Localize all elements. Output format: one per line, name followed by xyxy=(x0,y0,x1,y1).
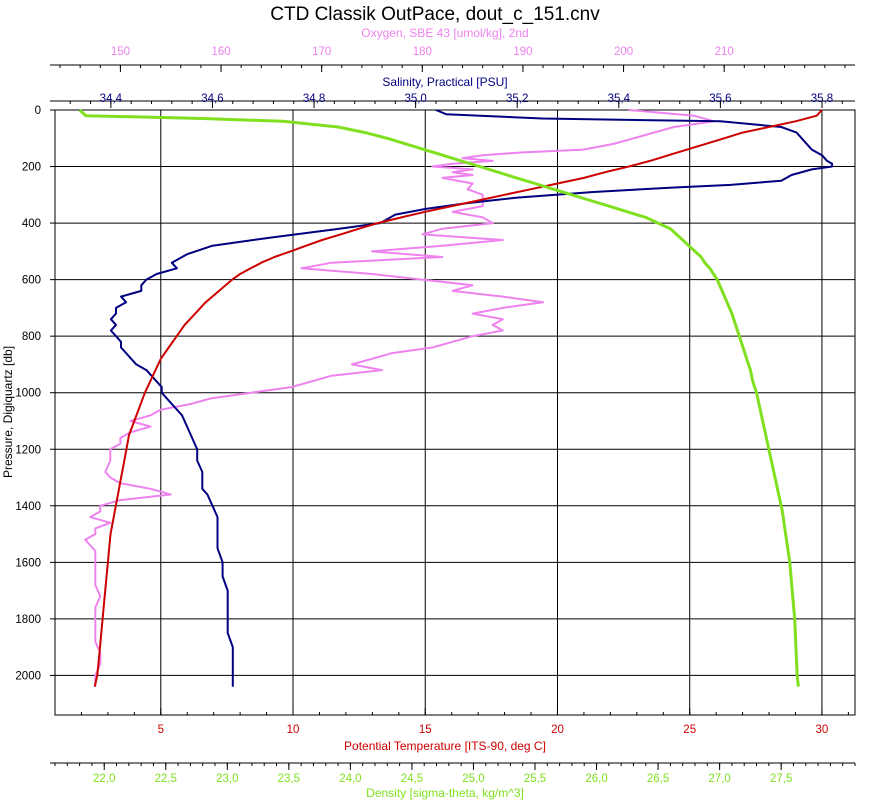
salinity-tick-label: 35,6 xyxy=(709,93,731,105)
oxygen-tick-label: 160 xyxy=(211,46,230,58)
y-tick-label: 600 xyxy=(22,275,41,287)
salinity-tick-label: 34,6 xyxy=(201,93,223,105)
density-tick-label: 26,0 xyxy=(585,773,607,785)
y-tick-label: 800 xyxy=(22,331,41,343)
salinity-tick-label: 34,8 xyxy=(303,93,325,105)
grid-lines xyxy=(55,109,855,715)
salinity-profile-line xyxy=(109,109,834,687)
density-tick-label: 22,0 xyxy=(93,773,115,785)
oxygen-axis-label: Oxygen, SBE 43 [umol/kg], 2nd xyxy=(361,26,528,40)
density-tick-label: 27,0 xyxy=(708,773,730,785)
oxygen-tick-label: 210 xyxy=(715,46,734,58)
temperature-axis: 5 10 15 20 25 30 Potential Temperature [ITS-90… xyxy=(54,708,849,753)
y-tick-label: 1600 xyxy=(15,557,41,569)
oxygen-tick-label: 180 xyxy=(413,46,432,58)
salinity-tick-label: 35,8 xyxy=(811,93,833,105)
density-tick-label: 24,5 xyxy=(401,773,423,785)
temperature-profile-line xyxy=(93,109,823,687)
oxygen-tick-label: 190 xyxy=(513,46,532,58)
y-axis-label: Pressure, Digiquartz [db] xyxy=(1,346,15,478)
y-tick-label: 2000 xyxy=(15,670,41,682)
y-tick-label: 400 xyxy=(22,218,41,230)
y-tick-label: 0 xyxy=(35,105,41,117)
chart-title: CTD Classik OutPace, dout_c_151.cnv xyxy=(270,4,600,25)
y-tick-label: 200 xyxy=(22,162,41,174)
density-tick-label: 26,5 xyxy=(647,773,669,785)
salinity-tick-label: 35,2 xyxy=(506,93,528,105)
density-tick-label: 25,5 xyxy=(524,773,546,785)
salinity-tick-label: 35,0 xyxy=(404,93,426,105)
density-tick-label: 24,0 xyxy=(339,773,361,785)
y-tick-label: 1000 xyxy=(15,388,41,400)
temperature-tick-label: 25 xyxy=(683,724,696,736)
y-tick-label: 1400 xyxy=(15,501,41,513)
density-tick-label: 25,0 xyxy=(462,773,484,785)
temperature-axis-label: Potential Temperature [ITS-90, deg C] xyxy=(344,739,546,753)
density-tick-label: 27,5 xyxy=(770,773,792,785)
density-tick-label: 22,5 xyxy=(155,773,177,785)
oxygen-tick-label: 150 xyxy=(111,46,130,58)
temperature-tick-label: 5 xyxy=(158,724,164,736)
density-axis-label: Density [sigma-theta, kg/m^3] xyxy=(366,786,524,800)
salinity-tick-label: 35,4 xyxy=(608,93,631,105)
density-tick-label: 23,5 xyxy=(278,773,300,785)
salinity-tick-label: 34,4 xyxy=(100,93,123,105)
plot-frame xyxy=(54,109,856,716)
salinity-axis: 34,4 34,6 34,8 35,0 35,2 35,4 35,6 35,8 Salinity… xyxy=(50,75,855,108)
oxygen-tick-label: 200 xyxy=(614,46,633,58)
temperature-tick-label: 10 xyxy=(287,724,300,736)
axes: 0 200 400 600 800 1000 1200 1400 1600 1800 2000 150… xyxy=(15,26,856,800)
oxygen-tick-label: 170 xyxy=(312,46,331,58)
salinity-axis-label: Salinity, Practical [PSU] xyxy=(382,75,507,89)
temperature-tick-label: 30 xyxy=(816,724,829,736)
density-axis: 22,0 22,5 23,0 23,5 24,0 24,5 25,0 25,5 26,0 26,5… xyxy=(50,762,856,800)
oxygen-profile-line xyxy=(84,109,716,687)
temperature-tick-label: 15 xyxy=(419,724,432,736)
density-profile-line xyxy=(78,108,800,687)
y-tick-label: 1200 xyxy=(15,444,41,456)
y-tick-label: 1800 xyxy=(15,614,41,626)
temperature-tick-label: 20 xyxy=(551,724,564,736)
series-lines xyxy=(78,108,834,687)
oxygen-axis: 150 160 170 180 190 200 210 Oxygen, SBE 43 [umo… xyxy=(50,26,855,72)
density-tick-label: 23,0 xyxy=(216,773,238,785)
